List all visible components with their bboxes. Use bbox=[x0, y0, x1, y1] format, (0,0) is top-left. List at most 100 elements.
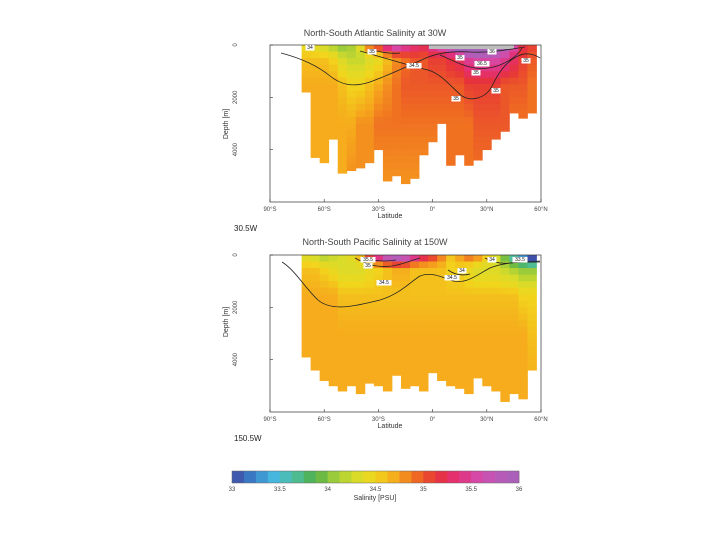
heatmap-cell bbox=[437, 90, 447, 98]
colorbar-swatch bbox=[327, 471, 340, 483]
heatmap-cell bbox=[410, 346, 420, 354]
heatmap-cell bbox=[319, 136, 330, 144]
heatmap-cell bbox=[382, 123, 393, 131]
heatmap-cell bbox=[355, 136, 366, 144]
heatmap-cell bbox=[419, 366, 429, 374]
contour-label: 35.5 bbox=[363, 257, 373, 263]
heatmap-cell bbox=[364, 307, 375, 315]
heatmap-cell bbox=[328, 313, 339, 321]
heatmap-cell bbox=[310, 51, 321, 59]
heatmap-cell bbox=[391, 77, 402, 85]
heatmap-cell bbox=[446, 261, 456, 269]
heatmap-cell bbox=[410, 366, 420, 374]
heatmap-cell bbox=[310, 130, 321, 137]
heatmap-cell bbox=[328, 110, 339, 118]
heatmap-cell bbox=[437, 58, 447, 66]
heatmap-cell bbox=[373, 58, 384, 66]
heatmap-cell bbox=[346, 90, 357, 98]
heatmap-cell bbox=[491, 97, 501, 105]
heatmap-cell bbox=[391, 372, 402, 376]
heatmap-cell bbox=[382, 333, 393, 341]
heatmap-cell bbox=[364, 143, 375, 151]
heatmap-cell bbox=[437, 320, 447, 328]
heatmap-cell bbox=[355, 64, 366, 72]
heatmap-cell bbox=[391, 143, 402, 151]
heatmap-cell bbox=[455, 84, 465, 92]
heatmap-cell bbox=[419, 123, 429, 131]
heatmap-cell bbox=[382, 379, 393, 387]
heatmap-cell bbox=[410, 379, 420, 387]
heatmap-cell bbox=[346, 379, 357, 387]
heatmap-cell bbox=[328, 51, 339, 59]
heatmap-cell bbox=[382, 103, 393, 111]
heatmap-cell bbox=[464, 90, 474, 98]
heatmap-cell bbox=[428, 359, 438, 367]
colorbar-swatch bbox=[363, 471, 376, 483]
contour-label-bg bbox=[474, 61, 490, 67]
heatmap-cell bbox=[527, 307, 537, 315]
heatmap-cell bbox=[464, 261, 474, 269]
heatmap-cell bbox=[355, 366, 366, 374]
heatmap-cell bbox=[410, 84, 420, 92]
heatmap-cell bbox=[319, 58, 330, 66]
heatmap-cell bbox=[437, 287, 447, 295]
heatmap-cell bbox=[419, 320, 429, 328]
heatmap-cell bbox=[310, 261, 321, 269]
heatmap-cell bbox=[337, 110, 348, 118]
heatmap-cell bbox=[518, 84, 528, 92]
heatmap-cell bbox=[491, 136, 501, 140]
heatmap-cell bbox=[391, 326, 402, 334]
colorbar-swatch bbox=[387, 471, 400, 483]
heatmap-cell bbox=[364, 64, 375, 72]
heatmap-cell bbox=[310, 274, 321, 282]
heatmap-cell bbox=[319, 320, 330, 328]
heatmap-cell bbox=[319, 45, 330, 52]
heatmap-cell bbox=[310, 346, 321, 354]
heatmap-cell bbox=[482, 320, 492, 328]
heatmap-cell bbox=[446, 162, 456, 166]
heatmap-cell bbox=[364, 274, 375, 282]
heatmap-cell bbox=[464, 372, 474, 380]
heatmap-cell bbox=[446, 340, 456, 347]
heatmap-cell bbox=[473, 359, 483, 367]
heatmap-cell bbox=[446, 136, 456, 144]
heatmap-cells bbox=[301, 255, 537, 402]
heatmap-cell bbox=[355, 281, 366, 289]
heatmap-cell bbox=[382, 45, 393, 52]
heatmap-cell bbox=[509, 320, 519, 328]
heatmap-cell bbox=[364, 353, 375, 361]
heatmap-cell bbox=[355, 84, 366, 92]
heatmap-cell bbox=[410, 320, 420, 328]
heatmap-cell bbox=[509, 268, 519, 276]
heatmap-cell bbox=[355, 333, 366, 341]
heatmap-cell bbox=[419, 143, 429, 151]
heatmap-cell bbox=[473, 255, 483, 262]
heatmap-cell bbox=[455, 307, 465, 315]
heatmap-cell bbox=[391, 45, 402, 52]
heatmap-cell bbox=[437, 64, 447, 72]
y-ticks: 0 2000 4000 bbox=[233, 253, 273, 366]
heatmap-cell bbox=[391, 116, 402, 124]
heatmap-cell bbox=[391, 294, 402, 302]
heatmap-cell bbox=[301, 346, 312, 354]
heatmap-cell bbox=[509, 353, 519, 361]
heatmap-cell bbox=[437, 281, 447, 289]
heatmap-cell bbox=[446, 294, 456, 302]
heatmap-cell bbox=[382, 116, 393, 124]
heatmap-cell bbox=[328, 307, 339, 315]
heatmap-cell bbox=[346, 84, 357, 92]
heatmap-cell bbox=[373, 123, 384, 131]
heatmap-cell bbox=[301, 261, 312, 269]
heatmap-cell bbox=[364, 97, 375, 105]
heatmap-cell bbox=[509, 340, 519, 347]
y-tick-label: 0 bbox=[233, 43, 239, 47]
heatmap-cell bbox=[500, 307, 510, 315]
contour-label: 34.5 bbox=[379, 280, 389, 286]
heatmap-cell bbox=[355, 287, 366, 295]
heatmap-cell bbox=[364, 320, 375, 328]
heatmap-cell bbox=[328, 45, 339, 52]
heatmap-cell bbox=[400, 162, 411, 170]
heatmap-cell bbox=[428, 261, 438, 269]
heatmap-cell bbox=[337, 294, 348, 302]
heatmap-cell bbox=[455, 136, 465, 144]
